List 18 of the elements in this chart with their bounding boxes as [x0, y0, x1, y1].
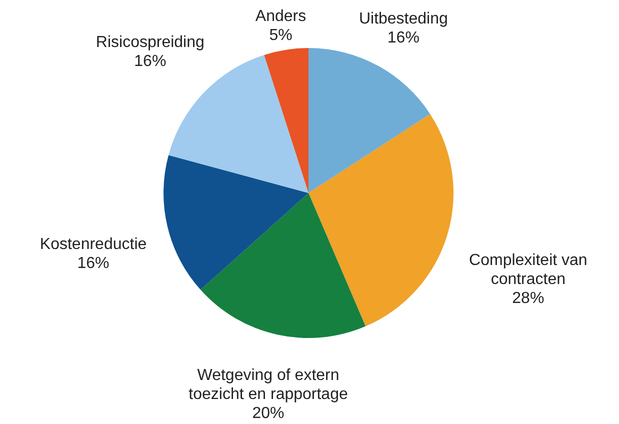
- pie-slice: [164, 155, 308, 290]
- slice-label: Uitbesteding: [358, 10, 448, 28]
- slice-label: Wetgeving of extern toezicht en rapportage: [188, 366, 348, 403]
- data-label: 16%: [134, 52, 166, 70]
- data-label: 16%: [387, 29, 420, 46]
- pie-slice: [168, 54, 308, 193]
- pie-slice: [264, 48, 308, 193]
- pie-slice: [308, 48, 430, 193]
- data-label: 28%: [512, 290, 544, 307]
- slice-label: Anders: [255, 8, 306, 26]
- data-label: 16%: [77, 255, 110, 272]
- data-label: 5%: [269, 27, 292, 44]
- slice-label: Kostenreductie: [40, 236, 147, 254]
- data-label: 20%: [252, 404, 284, 422]
- slice-label: Complexiteit van contracten: [469, 252, 588, 288]
- pie-slice: [200, 193, 366, 338]
- slice-label: Risicospreiding: [96, 34, 204, 51]
- pie-slice: [308, 114, 454, 326]
